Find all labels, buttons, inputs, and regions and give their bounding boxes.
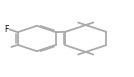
Text: F: F [5, 25, 9, 34]
